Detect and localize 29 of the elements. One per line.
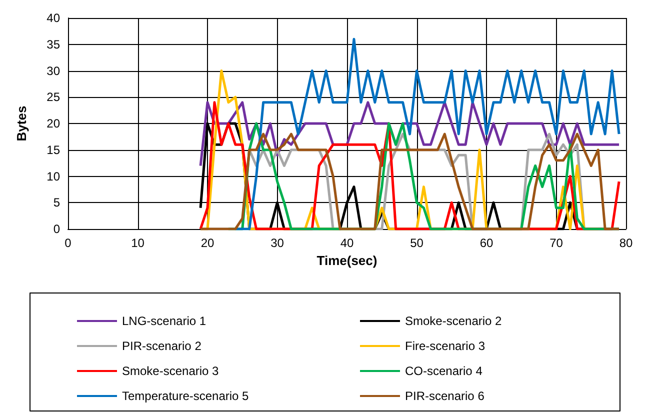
x-axis-title: Time(sec): [316, 252, 378, 268]
x-tick-label: 50: [410, 236, 424, 250]
x-tick-label: 0: [64, 236, 72, 250]
x-tick-label: 70: [550, 236, 564, 250]
legend-label: CO-scenario 4: [405, 364, 483, 378]
x-tick-label: 30: [270, 236, 284, 250]
y-tick-label: 20: [46, 116, 60, 130]
legend-label: Smoke-scenario 3: [122, 364, 220, 378]
y-tick-label: 35: [46, 37, 60, 52]
x-tick-label: 80: [619, 236, 633, 250]
x-tick-label: 60: [480, 236, 494, 250]
y-tick-label: 15: [46, 142, 60, 157]
y-axis-title: Bytes: [14, 106, 29, 142]
x-tick-label: 10: [131, 236, 145, 250]
y-tick-label: 10: [46, 169, 60, 184]
x-tick-label: 20: [200, 236, 214, 250]
y-tick-label: 0: [53, 222, 60, 236]
legend-label: Fire-scenario 3: [405, 339, 486, 353]
x-tick-label: 40: [340, 236, 354, 250]
y-tick-label: 40: [46, 11, 60, 25]
legend-label: LNG-scenario 1: [122, 314, 206, 328]
y-tick-label: 30: [46, 64, 60, 78]
y-tick-label: 25: [46, 90, 60, 104]
legend-label: PIR-scenario 2: [122, 339, 202, 353]
line-series: [234, 38, 620, 230]
legend-label: PIR-scenario 6: [405, 389, 485, 403]
y-tick-label: 5: [53, 196, 60, 210]
legend-label: Smoke-scenario 2: [405, 314, 502, 328]
legend-label: Temperature-scenario 5: [122, 389, 250, 403]
